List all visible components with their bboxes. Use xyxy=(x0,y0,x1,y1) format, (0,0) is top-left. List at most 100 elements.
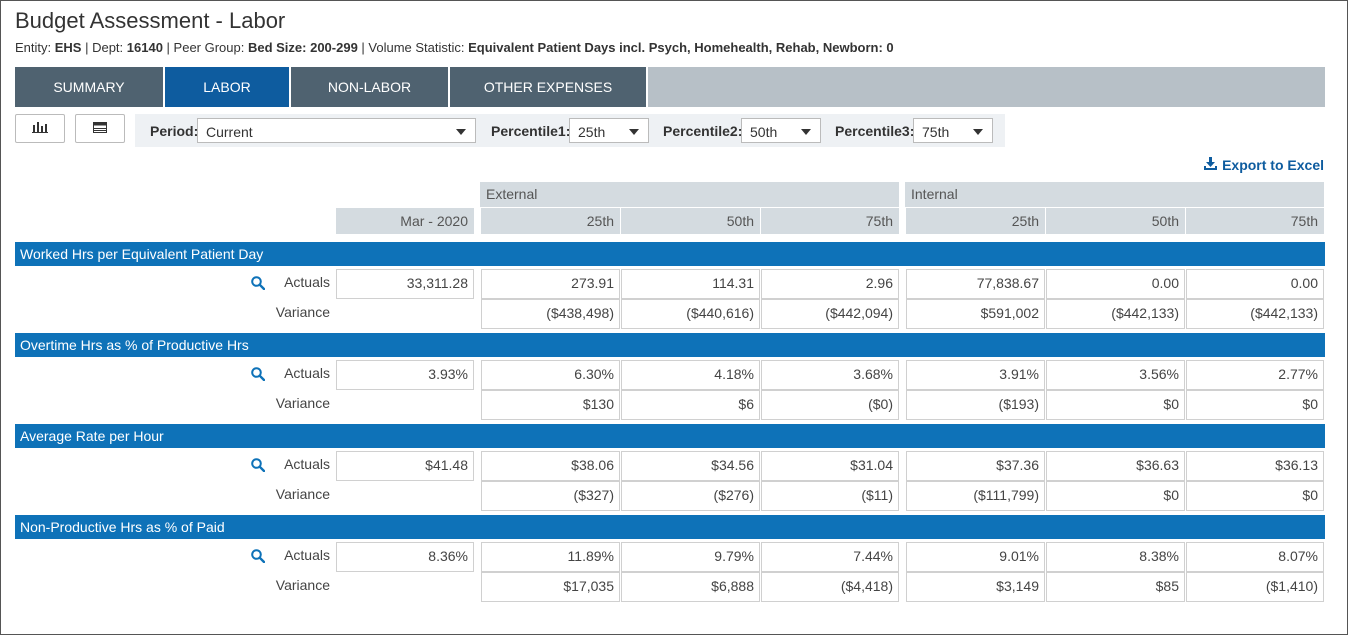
tab-non-labor[interactable]: NON-LABOR xyxy=(291,67,450,107)
column-header: 50th xyxy=(1046,208,1185,234)
chart-view-button[interactable] xyxy=(15,114,65,143)
actuals-cell: 9.79% xyxy=(621,542,760,572)
variance-cell: ($442,133) xyxy=(1046,299,1185,329)
variance-cell: ($193) xyxy=(906,390,1045,420)
actuals-cell: $36.13 xyxy=(1186,451,1324,481)
percentile3-select[interactable]: 75th xyxy=(913,118,993,143)
actuals-cell: 2.96 xyxy=(761,269,899,299)
variance-cell: $85 xyxy=(1046,572,1185,602)
actuals-label: Actuals xyxy=(284,547,330,563)
tab-labor[interactable]: LABOR xyxy=(165,67,291,107)
percentile2-label: Percentile2: xyxy=(663,123,743,139)
actuals-cell: 7.44% xyxy=(761,542,899,572)
internal-group-header: Internal xyxy=(905,182,1324,207)
percentile3-label: Percentile3: xyxy=(835,123,915,139)
variance-cell: ($1,410) xyxy=(1186,572,1324,602)
export-label: Export to Excel xyxy=(1222,157,1324,173)
column-header: 25th xyxy=(481,208,620,234)
export-to-excel-link[interactable]: Export to Excel xyxy=(1204,157,1324,173)
actuals-cell: $37.36 xyxy=(906,451,1045,481)
actuals-cell: $31.04 xyxy=(761,451,899,481)
dept-label: | Dept: xyxy=(81,40,127,55)
actuals-label: Actuals xyxy=(284,365,330,381)
actuals-cell: 77,838.67 xyxy=(906,269,1045,299)
actuals-cell: 8.38% xyxy=(1046,542,1185,572)
actuals-cell: 3.93% xyxy=(336,360,474,390)
actuals-cell: $41.48 xyxy=(336,451,474,481)
variance-cell: $3,149 xyxy=(906,572,1045,602)
section-header: Average Rate per Hour xyxy=(15,424,1325,448)
percentile3-value: 75th xyxy=(922,124,950,140)
percentile2-value: 50th xyxy=(750,124,778,140)
search-icon[interactable] xyxy=(251,367,266,386)
variance-label: Variance xyxy=(275,577,330,593)
variance-cell: ($438,498) xyxy=(481,299,620,329)
entity-value: EHS xyxy=(54,40,82,55)
actuals-cell: 33,311.28 xyxy=(336,269,474,299)
period-select[interactable]: Current xyxy=(197,118,476,143)
tab-summary[interactable]: SUMMARY xyxy=(15,67,165,107)
table-view-button[interactable] xyxy=(75,114,125,143)
actuals-cell: $34.56 xyxy=(621,451,760,481)
section-header: Worked Hrs per Equivalent Patient Day xyxy=(15,242,1325,266)
peer-group-value: Bed Size: 200-299 xyxy=(247,40,358,55)
column-header: 75th xyxy=(761,208,899,234)
variance-cell: ($327) xyxy=(481,481,620,511)
variance-label: Variance xyxy=(275,486,330,502)
section-header: Overtime Hrs as % of Productive Hrs xyxy=(15,333,1325,357)
search-icon[interactable] xyxy=(251,458,266,477)
page-subtitle: Entity: EHS | Dept: 16140 | Peer Group: … xyxy=(15,40,894,55)
percentile2-select[interactable]: 50th xyxy=(741,118,821,143)
actuals-cell: 4.18% xyxy=(621,360,760,390)
search-icon[interactable] xyxy=(251,276,266,295)
chevron-down-icon xyxy=(456,129,466,135)
search-icon[interactable] xyxy=(251,549,266,568)
actuals-cell: 3.91% xyxy=(906,360,1045,390)
actuals-cell: $36.63 xyxy=(1046,451,1185,481)
actuals-cell: 9.01% xyxy=(906,542,1045,572)
filter-bar: Period: Current Percentile1: 25th Percen… xyxy=(135,114,1005,147)
period-label: Period: xyxy=(150,123,199,139)
dept-value: 16140 xyxy=(126,40,163,55)
variance-cell: $0 xyxy=(1046,481,1185,511)
percentile1-select[interactable]: 25th xyxy=(569,118,649,143)
actuals-cell: 0.00 xyxy=(1186,269,1324,299)
tab-bar: SUMMARY LABOR NON-LABOR OTHER EXPENSES xyxy=(15,67,1325,107)
chevron-down-icon xyxy=(801,129,811,135)
variance-cell: $130 xyxy=(481,390,620,420)
variance-cell: $0 xyxy=(1186,390,1324,420)
variance-cell: ($442,094) xyxy=(761,299,899,329)
bar-chart-icon xyxy=(32,120,48,138)
percentile1-label: Percentile1: xyxy=(491,123,571,139)
section-header: Non-Productive Hrs as % of Paid xyxy=(15,515,1325,539)
actuals-cell: 0.00 xyxy=(1046,269,1185,299)
variance-cell: ($442,133) xyxy=(1186,299,1324,329)
entity-label: Entity: xyxy=(15,40,55,55)
variance-label: Variance xyxy=(275,395,330,411)
actuals-cell: 8.07% xyxy=(1186,542,1324,572)
column-header: Mar - 2020 xyxy=(336,208,474,234)
peer-group-label: | Peer Group: xyxy=(162,40,248,55)
percentile1-value: 25th xyxy=(578,124,606,140)
actuals-label: Actuals xyxy=(284,456,330,472)
chevron-down-icon xyxy=(973,129,983,135)
variance-cell: ($111,799) xyxy=(906,481,1045,511)
variance-cell: ($440,616) xyxy=(621,299,760,329)
actuals-cell: 6.30% xyxy=(481,360,620,390)
column-header: 50th xyxy=(621,208,760,234)
external-group-header: External xyxy=(480,182,899,207)
column-header: 75th xyxy=(1186,208,1324,234)
actuals-label: Actuals xyxy=(284,274,330,290)
column-header: 25th xyxy=(906,208,1045,234)
actuals-cell: 11.89% xyxy=(481,542,620,572)
tab-other-expenses[interactable]: OTHER EXPENSES xyxy=(450,67,648,107)
variance-cell: $591,002 xyxy=(906,299,1045,329)
variance-label: Variance xyxy=(275,304,330,320)
variance-cell: ($0) xyxy=(761,390,899,420)
variance-cell: $17,035 xyxy=(481,572,620,602)
page-title: Budget Assessment - Labor xyxy=(15,8,286,33)
actuals-cell: 8.36% xyxy=(336,542,474,572)
variance-cell: $0 xyxy=(1046,390,1185,420)
actuals-cell: 273.91 xyxy=(481,269,620,299)
